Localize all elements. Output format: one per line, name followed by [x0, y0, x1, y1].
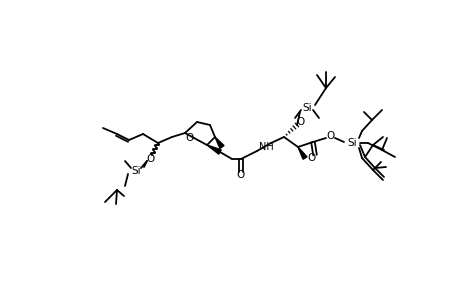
Polygon shape [297, 147, 306, 159]
Text: Si: Si [302, 103, 311, 113]
Text: O: O [326, 131, 335, 141]
Text: Si: Si [347, 138, 356, 148]
Text: O: O [307, 153, 315, 163]
Text: O: O [296, 117, 304, 127]
Polygon shape [214, 137, 224, 148]
Text: Si: Si [131, 166, 140, 176]
Text: O: O [146, 154, 155, 164]
Polygon shape [207, 145, 221, 154]
Text: O: O [185, 133, 194, 143]
Text: NH: NH [258, 142, 273, 152]
Text: O: O [236, 170, 245, 180]
